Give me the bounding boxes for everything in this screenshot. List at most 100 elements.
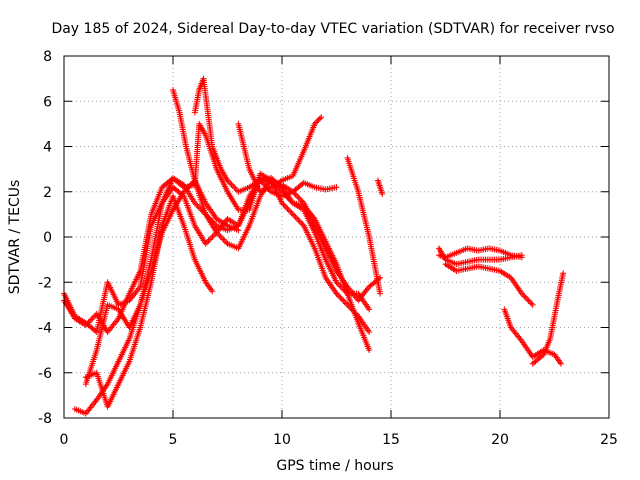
data-point: [204, 239, 211, 246]
data-point: [225, 178, 232, 185]
data-point: [298, 219, 305, 226]
data-point: [343, 300, 350, 307]
data-point: [299, 221, 306, 228]
data-point: [315, 116, 322, 123]
data-point: [334, 291, 341, 298]
data-point: [89, 315, 96, 322]
data-point: [217, 233, 224, 240]
data-point: [227, 180, 234, 187]
data-point: [235, 227, 242, 234]
data-point: [257, 177, 264, 184]
x-tick-label: 10: [273, 432, 291, 448]
data-point: [518, 254, 525, 261]
x-tick-label: 0: [60, 432, 69, 448]
data-point: [292, 191, 299, 198]
axis-ticks: -8 -6 -4 -2 0 2 4 6 8 0 5 10 15 20 25: [38, 49, 618, 448]
x-tick-label: 15: [382, 432, 400, 448]
data-point: [520, 291, 527, 298]
data-point: [208, 235, 215, 242]
data-point: [285, 207, 292, 214]
y-tick-label: 8: [43, 49, 52, 65]
data-point: [348, 306, 355, 313]
x-axis-label: GPS time / hours: [276, 458, 393, 474]
data-point: [202, 240, 209, 247]
data-point: [528, 300, 535, 307]
data-point: [349, 307, 356, 314]
y-tick-label: 0: [43, 230, 52, 246]
data-point: [377, 274, 384, 281]
data-point: [379, 191, 386, 198]
x-tick-label: 5: [169, 432, 178, 448]
series-track-2: [61, 175, 373, 336]
data-point: [205, 237, 212, 244]
x-tick-label: 20: [491, 432, 509, 448]
data-point: [293, 192, 300, 199]
data-point: [366, 329, 373, 336]
y-tick-label: 6: [43, 94, 52, 110]
data-point: [336, 293, 343, 300]
y-axis-label: SDTVAR / TECUs: [7, 180, 23, 295]
data-point: [88, 316, 95, 323]
data-point: [524, 296, 531, 303]
data-point: [289, 211, 296, 218]
data-point: [560, 270, 567, 277]
data-point: [345, 303, 352, 310]
grid: [64, 56, 609, 418]
data-point: [344, 301, 351, 308]
series-track-13: [442, 261, 536, 308]
data-point: [221, 237, 228, 244]
data-point: [287, 208, 294, 215]
data-point: [293, 215, 300, 222]
data-point: [213, 229, 220, 236]
data-point: [261, 181, 268, 188]
chart-title: Day 185 of 2024, Sidereal Day-to-day VTE…: [51, 21, 614, 37]
data-point: [377, 290, 384, 297]
data-point: [333, 279, 340, 286]
data-point: [193, 201, 200, 208]
data-point: [86, 317, 93, 324]
data-point: [206, 236, 213, 243]
data-point: [313, 119, 320, 126]
data-point: [366, 347, 373, 354]
data-point: [214, 230, 221, 237]
data-point: [529, 301, 536, 308]
data-point: [287, 197, 294, 204]
data-point: [333, 290, 340, 297]
data-point: [283, 204, 290, 211]
data-point: [311, 120, 318, 127]
data-point: [284, 205, 291, 212]
x-tick-label: 25: [600, 432, 618, 448]
data-point: [522, 294, 529, 301]
data-point: [279, 200, 285, 207]
data-point: [352, 310, 359, 317]
data-point: [210, 232, 217, 239]
data-point: [334, 280, 341, 287]
data-point: [314, 118, 321, 125]
data-point: [209, 288, 216, 295]
series-track-7: [191, 75, 340, 200]
data-point: [558, 360, 565, 367]
data-point: [191, 200, 198, 207]
data-point: [296, 218, 303, 225]
data-point: [85, 319, 92, 326]
data-point: [82, 322, 89, 329]
data-point: [219, 235, 226, 242]
data-point: [336, 282, 343, 289]
data-point: [281, 202, 288, 209]
series-track-12: [435, 245, 525, 261]
data-point: [228, 181, 235, 188]
data-point: [316, 115, 323, 122]
y-tick-label: 2: [43, 185, 52, 201]
y-tick-label: 4: [43, 140, 52, 156]
series-track-10: [374, 177, 386, 198]
data-point: [296, 195, 303, 202]
data-point: [216, 232, 223, 239]
y-tick-label: -4: [38, 321, 52, 337]
y-tick-label: -8: [38, 411, 52, 427]
data-point: [259, 180, 266, 187]
data-point: [232, 185, 239, 192]
data-points: [61, 75, 567, 417]
series-track-8: [235, 114, 325, 195]
series-track-4: [71, 120, 373, 417]
